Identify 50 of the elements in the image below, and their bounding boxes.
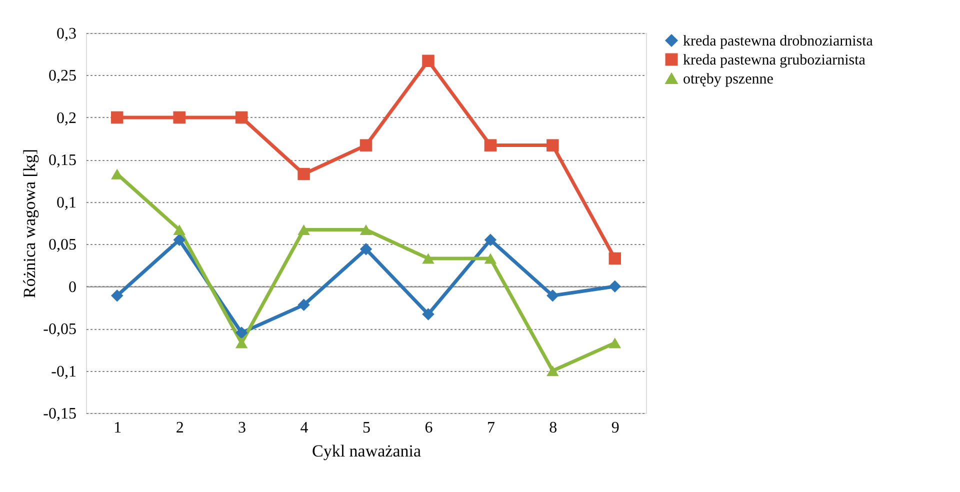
point xyxy=(484,234,497,246)
y-tick-label: 0,1 xyxy=(56,194,76,212)
point xyxy=(422,308,434,320)
point xyxy=(608,252,622,265)
point xyxy=(546,139,559,152)
y-axis-title: Różnica wagowa [kg] xyxy=(20,148,40,298)
point xyxy=(484,253,497,264)
point xyxy=(484,139,497,152)
point xyxy=(235,326,248,339)
point xyxy=(298,224,310,236)
y-tick-label: 0 xyxy=(68,278,76,296)
point xyxy=(422,253,434,264)
point xyxy=(360,224,372,236)
point xyxy=(298,298,310,312)
x-tick-label: 8 xyxy=(549,420,558,436)
point xyxy=(235,338,248,348)
x-tick-label: 9 xyxy=(611,420,620,436)
x-tick-label: 6 xyxy=(424,420,433,436)
legend-label: kreda pastewna gruboziarnista xyxy=(683,52,866,68)
point xyxy=(173,111,186,124)
x-tick-label: 4 xyxy=(300,420,308,436)
point xyxy=(360,139,372,152)
x-tick-label: 5 xyxy=(362,420,370,436)
y-tick-label: -0,05 xyxy=(43,321,76,338)
point xyxy=(173,224,186,236)
y-tick-label: 0,05 xyxy=(48,236,76,254)
point xyxy=(298,168,310,180)
point xyxy=(110,290,124,302)
point xyxy=(422,54,434,67)
point xyxy=(546,365,559,376)
x-tick-label: 2 xyxy=(176,420,184,436)
y-tick-label: -0,15 xyxy=(43,406,76,422)
point xyxy=(173,234,186,246)
y-tick-label: 0,25 xyxy=(48,68,76,85)
y-tick-label: 0,2 xyxy=(56,110,76,127)
x-axis-title: Cykl naważania xyxy=(312,442,422,460)
point xyxy=(546,290,559,302)
point xyxy=(608,338,622,348)
y-tick-label: -0,1 xyxy=(51,363,76,380)
x-tick-label: 3 xyxy=(238,420,246,436)
legend-label: kreda pastewna drobnoziarnista xyxy=(683,34,874,50)
point xyxy=(110,111,124,124)
x-tick-label: 1 xyxy=(114,420,122,436)
y-tick-label: 0,15 xyxy=(48,152,76,170)
legend-label: otręby pszenne xyxy=(683,72,774,88)
point xyxy=(235,111,248,124)
x-tick-label: 7 xyxy=(486,420,495,436)
point xyxy=(360,243,372,256)
point xyxy=(608,280,622,292)
y-tick-label: 0,3 xyxy=(56,26,76,42)
